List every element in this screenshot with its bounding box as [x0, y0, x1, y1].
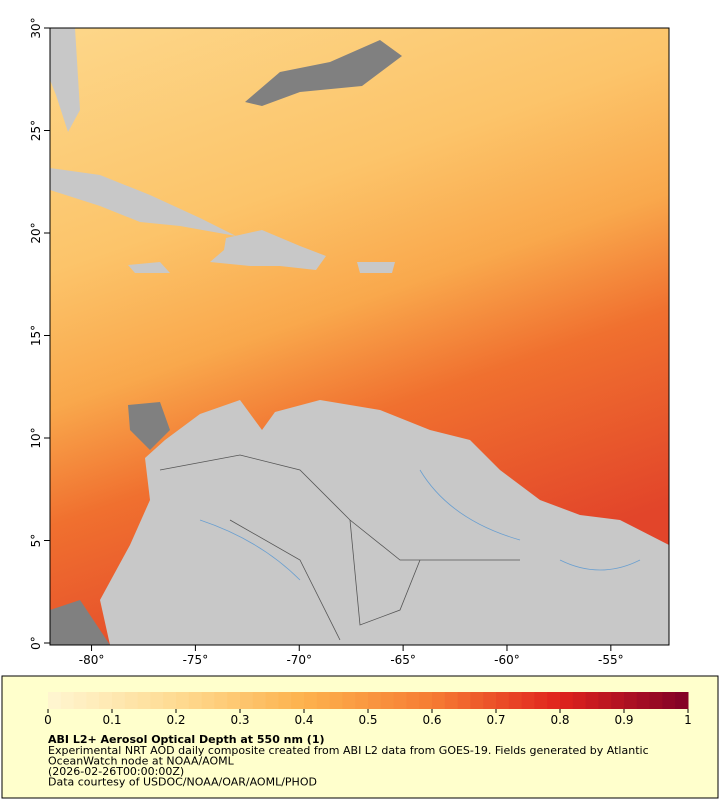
land-jamaica	[128, 262, 170, 273]
land-cuba	[50, 168, 236, 236]
y-tick-label: 25°	[29, 120, 43, 141]
colorbar-step	[355, 692, 369, 709]
colorbar-step	[214, 692, 228, 709]
colorbar-step	[675, 692, 689, 709]
colorbar-step	[201, 692, 215, 709]
cloud-mask	[50, 600, 110, 645]
colorbar-step	[60, 692, 75, 709]
colorbar-step	[112, 692, 126, 709]
colorbar-step	[649, 692, 663, 709]
colorbar-tick-label: 0.9	[614, 713, 633, 727]
legend-line: Data courtesy of USDOC/NOAA/OAR/AOML/PHO…	[48, 776, 317, 789]
colorbar-step	[393, 692, 407, 709]
colorbar-step	[48, 692, 62, 709]
y-tick-label: 30°	[29, 17, 43, 38]
colorbar-tick-label: 0.3	[230, 713, 249, 727]
colorbar-step	[496, 692, 510, 709]
colorbar-step	[265, 692, 279, 709]
colorbar-step	[624, 692, 638, 709]
legend-title: ABI L2+ Aerosol Optical Depth at 550 nm …	[48, 733, 325, 746]
colorbar-step	[406, 692, 420, 709]
colorbar-step	[73, 692, 87, 709]
colorbar-step	[137, 692, 151, 709]
legend-line: (2026-02-26T00:00:00Z)	[48, 765, 184, 778]
colorbar-step	[585, 692, 599, 709]
colorbar-step	[419, 692, 433, 709]
y-tick-label: 5°	[29, 534, 43, 548]
y-tick-label: 10°	[29, 427, 43, 448]
colorbar-step	[86, 692, 100, 709]
colorbar-step	[240, 692, 254, 709]
colorbar-step	[572, 692, 587, 709]
colorbar-step	[99, 692, 113, 709]
borders	[159, 454, 520, 641]
colorbar-step	[662, 692, 676, 709]
colorbar-step	[124, 692, 139, 709]
colorbar-tick-label: 0.8	[550, 713, 569, 727]
colorbar-tick-label: 0	[44, 713, 52, 727]
legend-line: Experimental NRT AOD daily composite cre…	[48, 744, 649, 757]
colorbar-step	[521, 692, 535, 709]
cloud-mask	[245, 40, 402, 106]
colorbar-step	[470, 692, 484, 709]
colorbar-step	[252, 692, 267, 709]
x-tick-label: -70°	[286, 653, 312, 667]
colorbar-step	[291, 692, 305, 709]
colorbar-step	[598, 692, 612, 709]
colorbar-step	[316, 692, 331, 709]
x-tick-label: -75°	[183, 653, 209, 667]
colorbar-step	[342, 692, 356, 709]
colorbar-step	[560, 692, 574, 709]
colorbar-step	[611, 692, 625, 709]
colorbar-step	[368, 692, 382, 709]
map-area	[49, 27, 670, 646]
colorbar-step	[329, 692, 343, 709]
colorbar-tick-label: 1	[684, 713, 692, 727]
land-south-america	[100, 400, 669, 645]
legend-line: OceanWatch node at NOAA/AOML	[48, 755, 235, 768]
y-tick-label: 15°	[29, 325, 43, 346]
colorbar-tick-label: 0.6	[422, 713, 441, 727]
y-tick-label: 0°	[29, 636, 43, 650]
colorbar-step	[432, 692, 446, 709]
land-puerto-rico	[357, 262, 395, 273]
colorbar-step	[188, 692, 203, 709]
colorbar-tick-label: 0.5	[358, 713, 377, 727]
colorbar-step	[534, 692, 548, 709]
colorbar-tick-label: 0.4	[294, 713, 313, 727]
rivers	[199, 469, 641, 581]
y-tick-label: 20°	[29, 222, 43, 243]
colorbar-tick-label: 0.7	[486, 713, 505, 727]
colorbar-step	[457, 692, 471, 709]
colorbar-step	[278, 692, 292, 709]
colorbar-step	[176, 692, 190, 709]
colorbar-step	[508, 692, 523, 709]
cloud-mask	[128, 402, 170, 450]
colorbar-step	[444, 692, 459, 709]
colorbar-step	[483, 692, 497, 709]
x-tick-label: -65°	[390, 653, 416, 667]
colorbar-tick-label: 0.1	[102, 713, 121, 727]
colorbar-tick-label: 0.2	[166, 713, 185, 727]
x-tick-label: -80°	[79, 653, 105, 667]
colorbar-step	[150, 692, 164, 709]
land-florida	[50, 28, 80, 132]
map-frame	[49, 27, 670, 646]
colorbar-step	[304, 692, 318, 709]
colorbar-step	[547, 692, 561, 709]
colorbar-step	[380, 692, 395, 709]
land-hispaniola	[210, 230, 326, 270]
x-tick-label: -55°	[598, 653, 624, 667]
colorbar-step	[636, 692, 651, 709]
x-tick-label: -60°	[494, 653, 520, 667]
colorbar-step	[163, 692, 177, 709]
colorbar-step	[227, 692, 241, 709]
